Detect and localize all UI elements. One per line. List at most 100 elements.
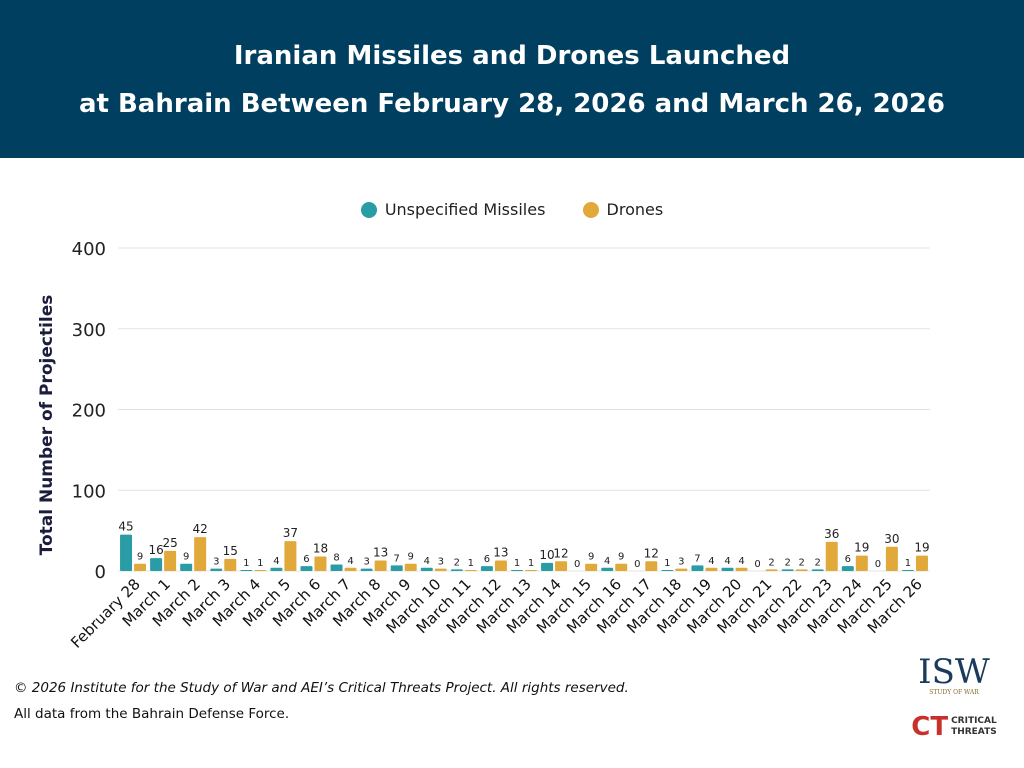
data-label: 9 xyxy=(137,552,143,563)
bar-missiles xyxy=(901,570,914,571)
bar-drones xyxy=(795,569,808,571)
chart-header: Iranian Missiles and Drones Launched at … xyxy=(0,0,1024,158)
data-label: 12 xyxy=(553,546,568,560)
bar-missiles xyxy=(330,564,343,571)
data-label: 3 xyxy=(213,557,219,568)
bar-drones xyxy=(494,560,507,571)
bar-drones xyxy=(825,541,838,571)
copyright: © 2026 Institute for the Study of War an… xyxy=(14,680,629,696)
data-label: 4 xyxy=(724,556,730,567)
data-label: 1 xyxy=(905,558,911,569)
bar-missiles xyxy=(841,566,854,571)
bar-drones xyxy=(675,568,688,571)
bar-missiles xyxy=(721,567,734,571)
data-label: 2 xyxy=(815,557,821,568)
bar-missiles xyxy=(601,567,614,571)
bar-missiles xyxy=(781,569,794,571)
y-tick-label: 0 xyxy=(95,562,106,583)
data-label: 4 xyxy=(604,556,610,567)
isw-logo: ISW xyxy=(918,652,990,692)
bar-drones xyxy=(525,570,537,571)
data-label: 45 xyxy=(118,520,133,534)
data-label: 9 xyxy=(408,552,414,563)
bar-drones xyxy=(314,556,327,571)
data-label: 10 xyxy=(539,548,554,562)
data-label: 25 xyxy=(162,536,177,550)
bar-missiles xyxy=(661,570,674,571)
data-label: 1 xyxy=(243,558,249,569)
data-label: 1 xyxy=(514,558,520,569)
data-label: 15 xyxy=(223,544,238,558)
data-label: 42 xyxy=(193,522,208,536)
y-tick-label: 300 xyxy=(72,320,106,341)
y-axis-label: Total Number of Projectiles xyxy=(37,295,57,556)
data-label: 4 xyxy=(424,556,430,567)
bar-drones xyxy=(555,561,568,571)
data-label: 13 xyxy=(493,546,508,560)
bar-missiles xyxy=(240,570,253,571)
bar-drones xyxy=(735,567,748,571)
bar-missiles xyxy=(210,568,223,571)
bar-drones xyxy=(765,569,778,571)
data-label: 37 xyxy=(283,526,298,540)
data-label: 4 xyxy=(708,556,714,567)
bar-missiles xyxy=(480,566,493,571)
data-label: 2 xyxy=(798,557,804,568)
data-label: 4 xyxy=(273,556,279,567)
data-label: 6 xyxy=(845,554,851,565)
legend-item-drones: Drones xyxy=(582,200,664,219)
source-note: All data from the Bahrain Defense Force. xyxy=(14,706,290,722)
y-tick-label: 100 xyxy=(72,481,106,502)
data-label: 1 xyxy=(664,558,670,569)
bar-missiles xyxy=(541,562,554,571)
data-label: 12 xyxy=(644,546,659,560)
bar-drones xyxy=(374,560,387,571)
data-label: 4 xyxy=(347,556,353,567)
bar-drones xyxy=(434,568,447,571)
data-label: 0 xyxy=(634,559,640,570)
data-label: 0 xyxy=(754,559,760,570)
data-label: 1 xyxy=(528,558,534,569)
data-label: 4 xyxy=(738,556,744,567)
data-label: 19 xyxy=(914,541,929,555)
bar-missiles xyxy=(691,565,704,571)
bar-missiles xyxy=(360,568,373,571)
bar-drones xyxy=(164,550,177,571)
legend: Unspecified Missiles Drones xyxy=(0,200,1024,222)
data-label: 3 xyxy=(438,557,444,568)
bar-drones xyxy=(645,561,658,571)
bar-drones xyxy=(615,563,628,571)
data-label: 30 xyxy=(884,532,899,546)
bar-missiles xyxy=(811,569,824,571)
bar-missiles xyxy=(180,563,193,571)
bar-missiles xyxy=(420,567,433,571)
title-line-1: Iranian Missiles and Drones Launched xyxy=(233,41,791,71)
data-label: 6 xyxy=(484,554,490,565)
data-label: 9 xyxy=(183,552,189,563)
data-label: 36 xyxy=(824,527,839,541)
data-label: 3 xyxy=(678,557,684,568)
bar-drones xyxy=(855,555,868,571)
data-label: 1 xyxy=(468,558,474,569)
bar-drones xyxy=(464,570,477,571)
bar-drones xyxy=(585,563,598,571)
bar-drones xyxy=(915,555,928,571)
data-label: 9 xyxy=(588,552,594,563)
bar-missiles xyxy=(120,534,133,571)
bar-missiles xyxy=(300,566,313,571)
bar-drones xyxy=(194,537,207,571)
data-label: 18 xyxy=(313,541,328,555)
bar-drones xyxy=(705,567,718,571)
bar-missiles xyxy=(450,569,463,571)
ct-logo: CT CRITICAL THREATS xyxy=(911,712,997,742)
bar-drones xyxy=(885,546,898,571)
data-label: 19 xyxy=(854,541,869,555)
missiles-swatch xyxy=(360,201,377,218)
y-tick-label: 200 xyxy=(72,401,106,422)
bar-drones xyxy=(404,563,417,571)
data-label: 2 xyxy=(784,557,790,568)
legend-label-drones: Drones xyxy=(606,200,664,219)
data-label: 8 xyxy=(333,553,339,564)
data-label: 3 xyxy=(363,557,369,568)
